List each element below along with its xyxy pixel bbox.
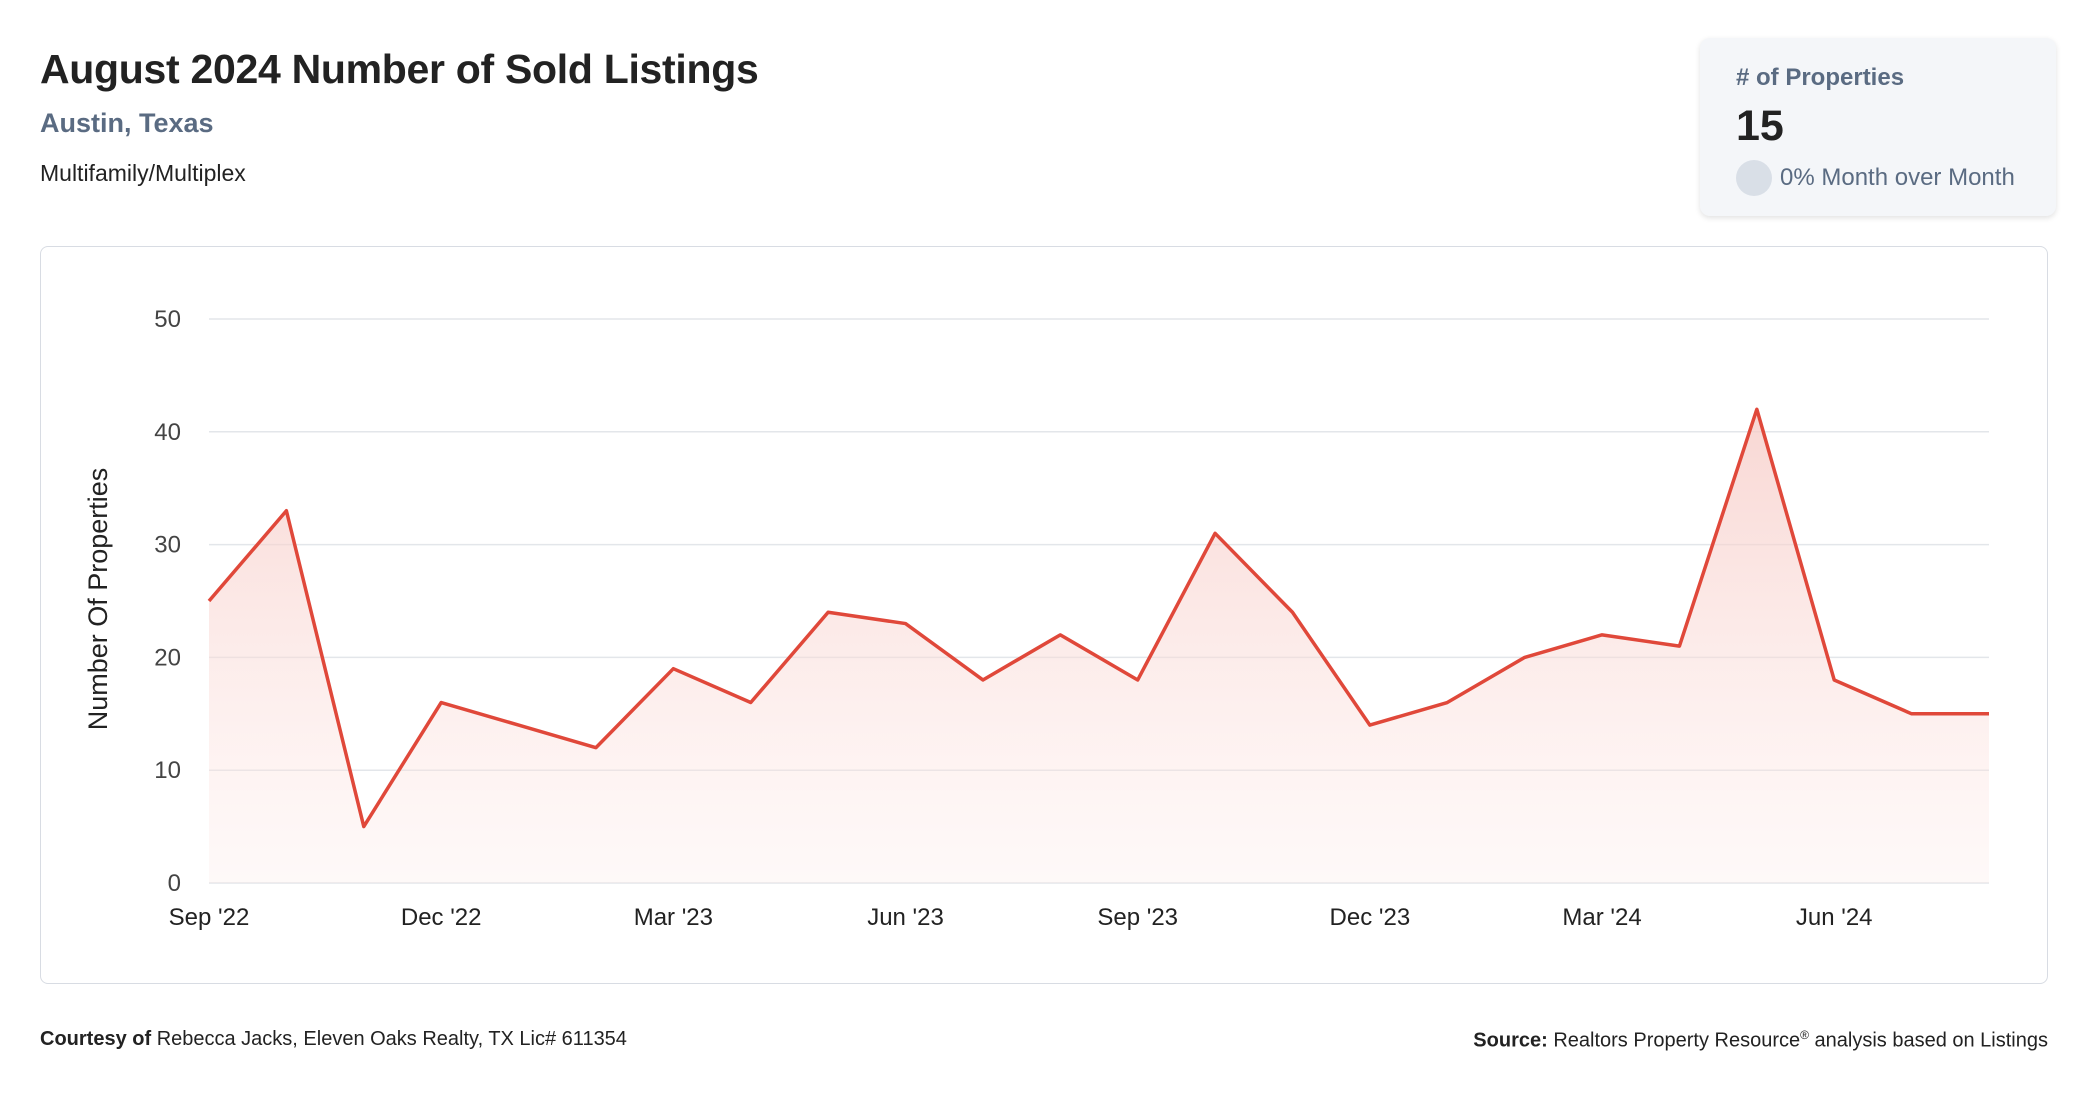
x-tick-label: Jun '24 (1796, 904, 1873, 931)
x-tick-label: Mar '24 (1562, 904, 1641, 931)
source-footer: Source: Realtors Property Resource® anal… (1473, 1028, 2048, 1053)
sold-listings-chart: 0 10 20 30 40 50 Sep '22 Dec '22 Mar '23 Jun '23… (83, 306, 1989, 931)
x-tick-label: Dec '22 (401, 904, 482, 931)
kpi-label: # of Properties (1736, 64, 1905, 91)
x-tick-label: Sep '22 (169, 904, 250, 931)
page-title: August 2024 Number of Sold Listings (40, 46, 759, 92)
y-tick-label: 30 (154, 532, 181, 559)
x-tick-label: Jun '23 (867, 904, 944, 931)
kpi-change: 0% Month over Month (1736, 160, 2015, 196)
y-tick-label: 20 (154, 644, 181, 671)
x-tick-label: Dec '23 (1330, 904, 1411, 931)
y-tick-label: 50 (154, 306, 181, 333)
registered-mark: ® (1800, 1028, 1809, 1042)
x-tick-label: Sep '23 (1097, 904, 1178, 931)
series-line (207, 407, 1989, 829)
y-tick-label: 0 (168, 870, 181, 897)
chart-panel: 0 10 20 30 40 50 Sep '22 Dec '22 Mar '23 Jun '23… (40, 246, 2048, 984)
courtesy-text: Rebecca Jacks, Eleven Oaks Realty, TX Li… (156, 1028, 627, 1050)
y-tick-label: 40 (154, 419, 181, 446)
courtesy-label: Courtesy of (40, 1028, 152, 1050)
source-suffix: analysis based on Listings (1814, 1029, 2048, 1052)
source-text: Realtors Property Resource (1553, 1029, 1801, 1052)
series-area (209, 409, 1989, 883)
kpi-card: # of Properties 15 0% Month over Month (1700, 38, 2056, 216)
y-axis-label: Number Of Properties (83, 468, 113, 731)
source-label: Source: (1473, 1029, 1548, 1052)
y-tick-label: 10 (154, 757, 181, 784)
neutral-change-icon (1736, 160, 1772, 196)
kpi-value: 15 (1736, 102, 1784, 150)
location-subtitle: Austin, Texas (40, 108, 214, 138)
courtesy-footer: Courtesy of Rebecca Jacks, Eleven Oaks R… (40, 1028, 627, 1051)
kpi-change-text: 0% Month over Month (1780, 164, 2015, 191)
property-category: Multifamily/Multiplex (40, 160, 246, 186)
x-tick-label: Mar '23 (634, 904, 713, 931)
